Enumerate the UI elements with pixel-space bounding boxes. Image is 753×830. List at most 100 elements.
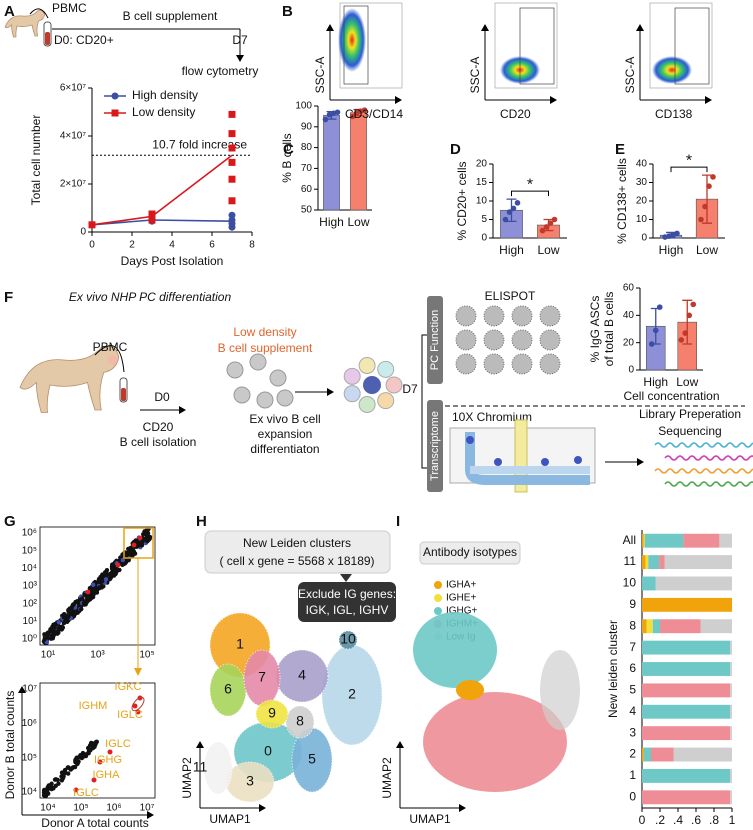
cell [377, 392, 395, 410]
x-tick-label: 10⁵ [73, 803, 88, 814]
cluster-label: 1 [236, 636, 244, 652]
scatter-point [131, 542, 137, 548]
data-point [361, 107, 368, 113]
x-tick-label: Low [696, 243, 718, 257]
y-tick-label: 0 [628, 365, 634, 376]
cluster-label: 6 [224, 681, 232, 697]
umap-cluster [321, 644, 383, 746]
flow-density [338, 8, 366, 72]
bar [323, 115, 340, 211]
data-point [228, 130, 236, 138]
label: Low density [233, 325, 296, 339]
label: 10X Chromium [452, 410, 532, 424]
scatter-point [71, 614, 77, 619]
data-point [228, 158, 236, 166]
data-point [228, 175, 236, 183]
gene-label: IGHG [94, 754, 122, 766]
axis-label: UMAP2 [180, 757, 194, 799]
bar-segment [642, 683, 731, 698]
scatter-point [96, 576, 102, 582]
scatter-point [110, 562, 116, 567]
panel-label: I [396, 513, 400, 530]
scatter-point [66, 765, 71, 770]
data-point [690, 301, 697, 308]
cell [276, 389, 294, 407]
flow-gate [343, 5, 369, 85]
scatter-point [108, 575, 113, 580]
scatter-point [120, 557, 125, 563]
data-point [228, 211, 236, 219]
x-axis-label: Cell concentration [623, 389, 719, 403]
umap-cluster [255, 699, 289, 729]
y-axis-label: % IgG ASCs [588, 296, 602, 363]
arrow-head [637, 458, 644, 466]
scatter-point [61, 611, 67, 617]
x-tick-label: .4 [673, 813, 683, 827]
gene-point [135, 709, 141, 715]
bar-segment [642, 555, 646, 570]
scatter-point [126, 557, 131, 563]
y-tick-label: 10⁶ [22, 718, 37, 729]
scatter-point [128, 546, 133, 551]
y-tick-label: 5 [481, 214, 487, 225]
scatter-point [77, 754, 83, 759]
dna-strand [664, 481, 753, 487]
x-tick-label: 10⁴ [40, 803, 55, 814]
scatter-point [73, 758, 78, 763]
gene-highlight [131, 696, 145, 712]
y-tick-label: 20 [623, 337, 635, 348]
data-point [648, 341, 655, 347]
tube-blood [45, 32, 50, 45]
umap-cluster [285, 705, 315, 739]
monkey-face [107, 355, 118, 365]
scatter-point [42, 637, 47, 642]
y-axis-label: New leiden cluster [606, 620, 620, 718]
data-point [88, 221, 96, 229]
bar-segment [730, 768, 732, 783]
cluster-label: 8 [296, 713, 304, 729]
label: B cell supplement [218, 341, 313, 355]
bar-segment [642, 640, 731, 655]
label: Ex vivo B cell [249, 412, 320, 426]
gene-point [97, 759, 103, 765]
axis-label: UMAP1 [209, 812, 251, 826]
y-tick-label: 70 [301, 163, 313, 174]
scatter-point [147, 536, 152, 541]
panel-label: G [4, 513, 16, 530]
scatter-point [136, 540, 141, 545]
panel-label: B [282, 3, 293, 20]
dna-strand [654, 468, 753, 474]
y-axis-label: % B cells [280, 133, 294, 182]
box-label: Exclude IG genes: [298, 587, 396, 601]
monkey-face [40, 14, 44, 18]
panel-label: C [283, 141, 294, 158]
gene-point [132, 703, 138, 709]
y-tick-label: 10⁶ [22, 528, 37, 539]
bead [494, 458, 502, 466]
arrow-head [636, 24, 644, 31]
scatter-point [44, 634, 50, 639]
info-box [204, 530, 391, 574]
cluster-label: 4 [298, 667, 306, 683]
x-tick-label: Low [347, 215, 369, 229]
cluster-label: 5 [308, 751, 316, 767]
label: flow cytometry [182, 64, 259, 78]
arrow-head [147, 811, 154, 819]
scatter-point [100, 579, 105, 584]
monkey-illustration [19, 345, 120, 413]
cell [343, 385, 361, 403]
y-tick-label: 30 [636, 177, 648, 188]
bar-segment [730, 726, 732, 741]
bar-segment [645, 555, 649, 570]
label: Library Preperation [639, 407, 741, 421]
annotation: 10.7 fold increase [152, 137, 247, 151]
cell [385, 376, 403, 394]
axis-label: SSC-A [468, 57, 482, 94]
scatter-point [82, 592, 88, 598]
scatter-point [87, 597, 93, 602]
label: D0 [154, 390, 170, 404]
scatter-point [51, 786, 56, 791]
y-tick-label: 1 [629, 768, 636, 782]
